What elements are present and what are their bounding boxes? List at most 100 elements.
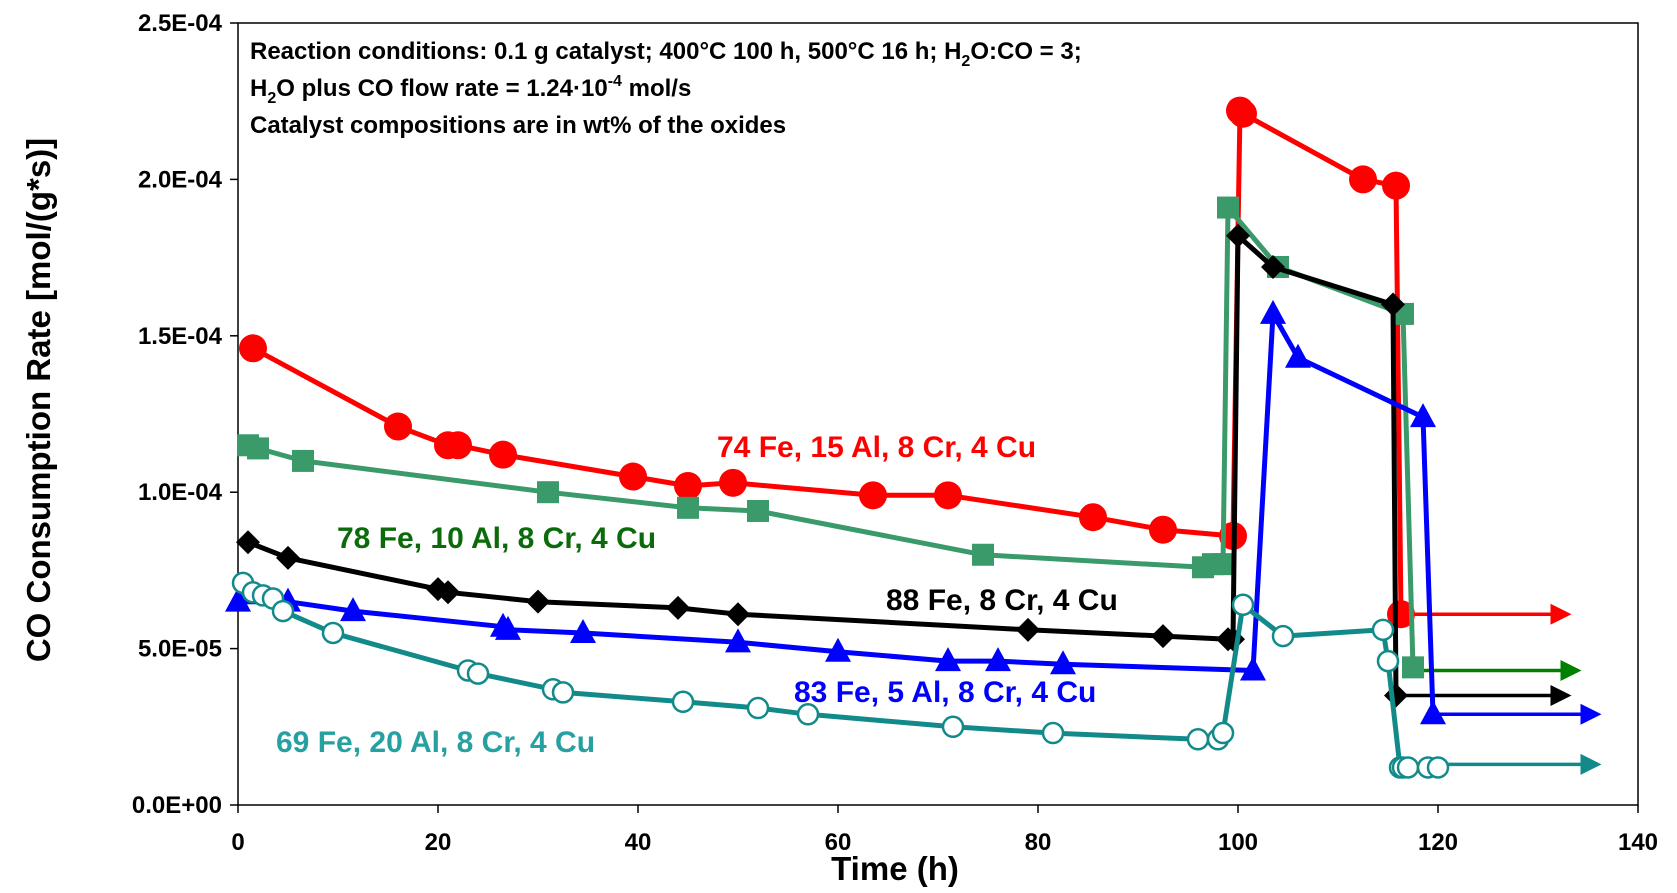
series-label-74fe: 74 Fe, 15 Al, 8 Cr, 4 Cu [717,431,1036,464]
data-point [1212,553,1234,576]
plot-area-border [237,22,1639,806]
series-line [238,311,1436,715]
data-point [619,462,647,491]
data-point [1371,618,1395,642]
data-point [1384,683,1408,708]
series-2 [237,196,1582,681]
series-label-88fe: 88 Fe, 8 Cr, 4 Cu [886,584,1118,617]
data-point [1016,617,1040,642]
data-point [1149,515,1177,544]
data-point [746,696,770,720]
data-point [666,595,690,620]
data-point [1381,292,1405,317]
series-label-83fe: 83 Fe, 5 Al, 8 Cr, 4 Cu [794,676,1096,709]
data-point [796,703,820,726]
data-point [1041,721,1065,745]
x-tick-label: 120 [1418,829,1458,856]
data-point [726,602,750,627]
x-tick-label: 60 [825,829,852,856]
data-point [747,499,769,522]
data-point [436,580,460,605]
series-label-78fe: 78 Fe, 10 Al, 8 Cr, 4 Cu [337,522,656,555]
data-point [276,545,300,570]
data-point [825,637,851,662]
data-point [495,615,521,640]
data-point [551,681,575,704]
data-point [1420,700,1446,725]
data-point [934,481,962,510]
series-3 [236,223,1572,708]
x-tick-label: 40 [625,829,652,856]
data-point [225,587,251,612]
data-point [340,597,366,622]
data-point [444,431,472,460]
data-point [1217,196,1239,219]
data-point [1285,343,1311,368]
data-point [1271,624,1295,648]
series-layer [225,96,1602,779]
data-point [271,599,295,623]
x-axis-title: Time (h) [831,850,959,887]
conditions-note-line-3: Catalyst compositions are in wt% of the … [250,112,786,139]
data-point [1376,649,1400,673]
data-point [1349,165,1377,194]
data-point [570,618,596,643]
data-point [677,496,699,519]
data-point [719,468,747,497]
data-point [935,647,961,672]
y-tick-label: 1.5E-04 [138,323,223,350]
data-point [1261,254,1285,279]
data-point [1382,171,1410,200]
data-point [1079,503,1107,532]
y-tick-label: 0.0E+00 [132,792,222,819]
data-point [292,449,314,472]
data-point [1410,403,1436,428]
data-point [239,334,267,363]
series-4 [225,299,1602,725]
data-point [1151,624,1175,649]
data-point [674,471,702,500]
x-tick-label: 140 [1618,829,1658,856]
data-point [1229,99,1257,128]
x-tick-label: 100 [1218,829,1258,856]
plot-frame [237,22,1639,806]
y-tick-label: 2.0E-04 [138,166,223,193]
data-point [489,440,517,469]
data-point [236,530,260,555]
x-tick-label: 80 [1025,829,1052,856]
data-point [1050,650,1076,675]
x-tick-label: 20 [425,829,452,856]
data-point [526,589,550,614]
series-label-69fe: 69 Fe, 20 Al, 8 Cr, 4 Cu [276,726,595,759]
data-point [1226,223,1250,248]
data-point [1402,656,1424,679]
y-axis-title: CO Consumption Rate [mol/(g*s)] [20,138,57,662]
y-tick-label: 2.5E-04 [138,10,223,37]
data-point [1426,756,1450,779]
series-5 [231,571,1602,779]
conditions-note-line-1: Reaction conditions: 0.1 g catalyst; 400… [250,38,1082,70]
data-point [725,628,751,653]
data-point [537,481,559,504]
data-point [466,662,490,685]
axes-layer: 0 20 40 60 80 100 120 140 0.0E+00 5.0E-05 1.0E-04 1… [132,10,1658,856]
data-point [972,543,994,566]
data-point [1231,593,1255,617]
data-point [1186,728,1210,751]
conditions-note-line-2: H2O plus CO flow rate = 1.24·10-4 mol/s [250,73,691,107]
y-tick-label: 5.0E-05 [138,636,222,663]
data-point [384,412,412,441]
data-point [247,437,269,460]
data-point [859,481,887,510]
y-tick-label: 1.0E-04 [138,479,223,506]
data-point [1240,656,1266,681]
x-tick-label: 0 [231,829,244,856]
data-point [1211,721,1235,745]
data-point [985,647,1011,672]
data-point [941,715,965,739]
data-point [1396,756,1420,779]
data-point [1260,299,1286,324]
series-1 [239,96,1572,629]
data-point [321,621,345,645]
